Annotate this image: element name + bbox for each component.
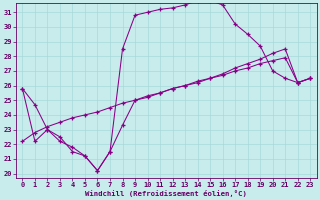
X-axis label: Windchill (Refroidissement éolien,°C): Windchill (Refroidissement éolien,°C) bbox=[85, 190, 247, 197]
